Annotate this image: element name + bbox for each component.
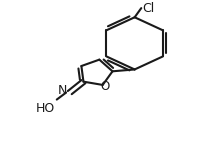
Text: HO: HO <box>35 102 54 115</box>
Text: Cl: Cl <box>142 2 155 15</box>
Text: N: N <box>58 84 67 97</box>
Text: O: O <box>101 80 110 93</box>
